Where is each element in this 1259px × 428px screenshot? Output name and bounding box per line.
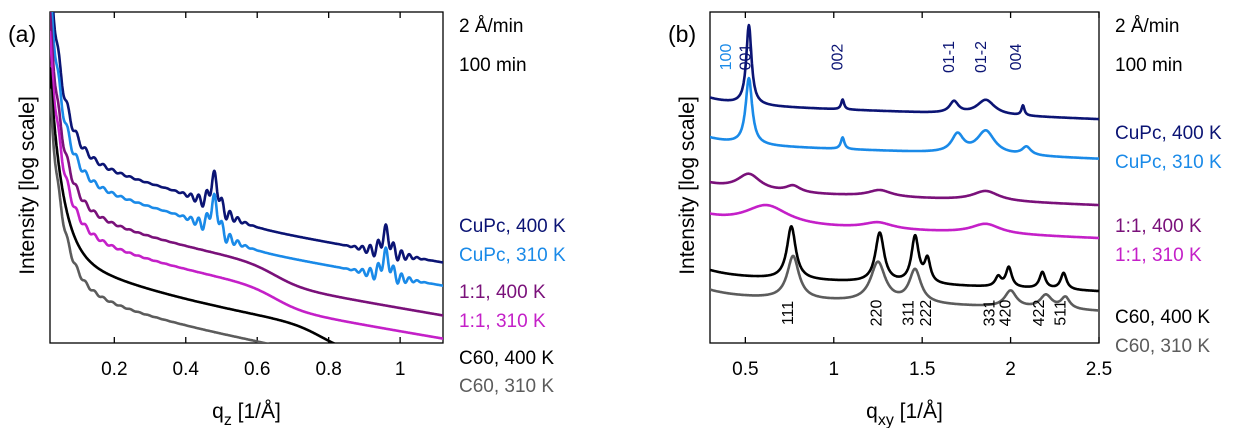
peak-label: 111 (780, 301, 797, 325)
series-line-6 (710, 254, 1099, 312)
x-tick-label: 0.4 (173, 359, 200, 380)
series-line-2 (710, 76, 1099, 160)
x-tick-label: 1 (828, 359, 839, 380)
series-line-1 (710, 23, 1099, 121)
x-tick-label: 0.6 (244, 359, 270, 380)
series-line-2 (50, 12, 443, 288)
peak-label: 511 (1052, 300, 1069, 326)
peak-label: 01-1 (941, 41, 958, 73)
x-tick-label: 1 (395, 359, 406, 380)
series-line-5 (710, 225, 1099, 293)
time-label: 100 min (1115, 55, 1183, 76)
peak-label: 311 (900, 300, 917, 326)
series-line-6 (50, 88, 271, 343)
series-line-5 (50, 67, 337, 343)
legend-entry: C60, 400 K (1115, 307, 1210, 328)
peak-label: 331 (982, 300, 999, 327)
x-tick-label: 0.8 (315, 359, 341, 380)
legend-entry: CuPc, 310 K (1115, 152, 1222, 173)
x-tick-label: 0.2 (101, 359, 127, 380)
x-tick-label: 1.5 (909, 359, 935, 380)
legend-entry: 1:1, 310 K (459, 311, 546, 332)
legend-entry: C60, 400 K (459, 348, 554, 369)
time-label: 100 min (459, 55, 527, 76)
legend-entry: CuPc, 400 K (459, 216, 566, 237)
legend-entry: C60, 310 K (459, 376, 554, 397)
x-tick-label: 2 (1005, 359, 1016, 380)
legend-entry: CuPc, 310 K (459, 245, 566, 266)
rate-label: 2 Å/min (459, 16, 523, 37)
x-axis-label: qz [1/Å] (212, 400, 281, 428)
peak-label: 01-2 (973, 41, 990, 73)
legend-entry: 1:1, 400 K (1115, 216, 1202, 237)
series-line-4 (710, 203, 1099, 240)
panel-label: (a) (8, 21, 36, 47)
y-axis-label: Intensity [log scale] (16, 96, 39, 275)
peak-label: 002 (830, 44, 847, 71)
series-line-3 (50, 12, 443, 317)
series-line-3 (710, 172, 1099, 207)
panel-a: 0.2 0.4 0.6 0.8 1 qz [1/Å] Intensity [log scal… (8, 11, 566, 428)
peak-label: 100 (718, 44, 735, 71)
legend-entry: CuPc, 400 K (1115, 123, 1222, 144)
legend-entry: C60, 310 K (1115, 336, 1210, 357)
plot-frame (49, 11, 444, 344)
panel-b: 0.5 1 1.5 2 2.5 qxy [1/Å] Intensity [log scale… (668, 11, 1222, 428)
legend-entry: 1:1, 400 K (459, 282, 546, 303)
x-tick-label: 2.5 (1086, 359, 1112, 380)
x-tick-label: 0.5 (732, 359, 758, 380)
series-line-4 (50, 30, 443, 340)
peak-label: 001 (738, 44, 755, 71)
x-axis-label: qxy [1/Å] (866, 400, 943, 428)
peak-label: 004 (1008, 44, 1025, 71)
plot-frame (709, 11, 1100, 344)
panel-label: (b) (668, 21, 696, 47)
rate-label: 2 Å/min (1115, 16, 1179, 37)
peak-label: 222 (918, 300, 935, 327)
series-line-1 (52, 12, 443, 264)
peak-label: 220 (869, 300, 886, 327)
y-axis-label: Intensity [log scale] (676, 96, 699, 275)
peak-label: 420 (998, 300, 1015, 327)
legend-entry: 1:1, 310 K (1115, 245, 1202, 266)
peak-label: 422 (1031, 300, 1048, 327)
